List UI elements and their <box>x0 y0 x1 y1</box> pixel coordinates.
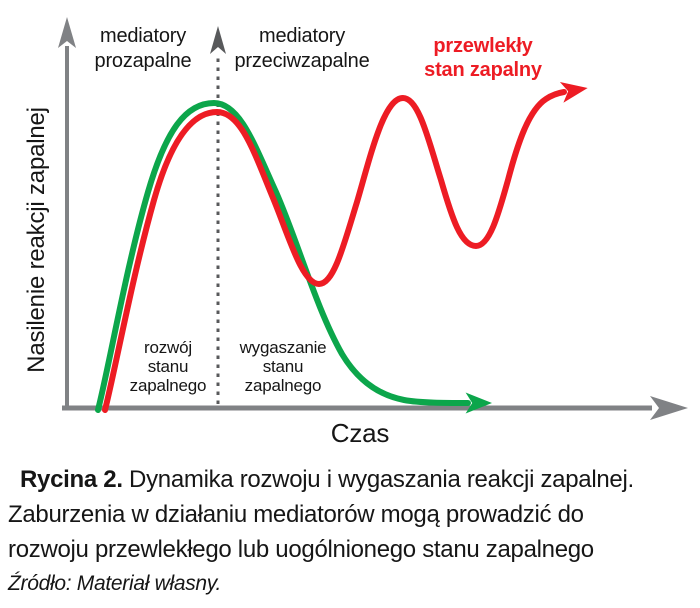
caption-figure-number: Rycina 2. <box>20 466 123 493</box>
x-axis-arrowhead-icon <box>650 396 688 420</box>
green-curve <box>95 99 492 414</box>
label-przewlekly-stan-zapalny: przewlekły stan zapalny <box>424 35 542 81</box>
dashed-divider-arrowhead-icon <box>210 26 226 54</box>
figure-caption: Rycina 2. Dynamika rozwoju i wygaszania … <box>8 462 696 599</box>
caption-line-1-text: Dynamika rozwoju i wygaszania reakcji za… <box>122 466 634 493</box>
chart-canvas <box>58 17 688 420</box>
label-mediatory-prozapalne: mediatory prozapalne <box>94 25 192 72</box>
caption-line-3: rozwoju przewlekłego lub uogólnionego st… <box>8 536 594 563</box>
label-rozwoj-stanu-zapalnego: rozwój stanu zapalnego <box>129 338 207 395</box>
plot-area: mediatory prozapalne mediatory przeciwza… <box>23 17 688 448</box>
y-axis-arrowhead-icon <box>58 17 76 48</box>
label-wygaszanie-stanu-zapalnego: wygaszanie stanu zapalnego <box>239 338 327 395</box>
caption-line-2: Zaburzenia w działaniu mediatorów mogą p… <box>8 501 584 528</box>
caption-source: Źródło: Materiał własny. <box>8 572 221 595</box>
caption-line-1: Rycina 2. Dynamika rozwoju i wygaszania … <box>8 462 696 497</box>
x-axis-label: Czas <box>330 418 390 448</box>
label-mediatory-przeciwzapalne: mediatory przeciwzapalne <box>234 25 370 72</box>
red-curve <box>102 82 588 413</box>
y-axis-label: Nasilenie reakcji zapalnej <box>23 107 50 373</box>
